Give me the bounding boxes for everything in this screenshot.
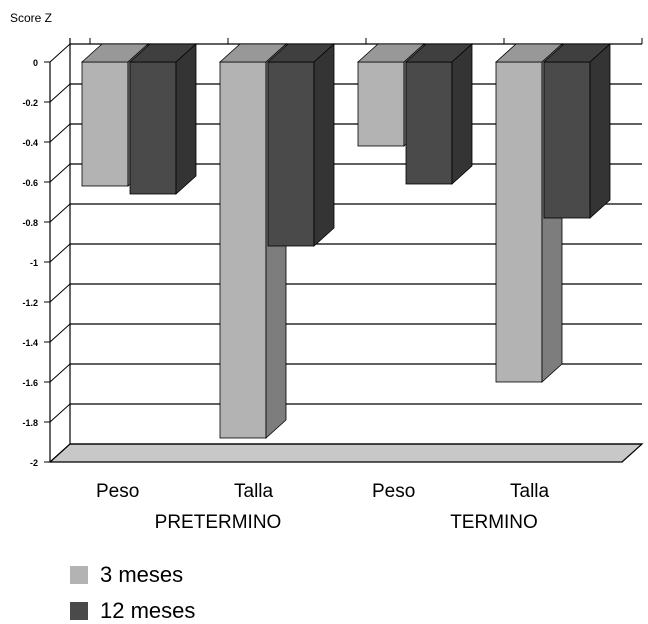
bar [220, 62, 266, 438]
gridline-depth [50, 124, 70, 142]
legend-swatch-3-meses [70, 566, 88, 584]
floor-plane [50, 444, 642, 462]
y-tick-label: -0.2 [22, 98, 38, 108]
bar-side [452, 44, 472, 184]
y-tick-label: -0.8 [22, 218, 38, 228]
gridline-depth [50, 324, 70, 342]
y-tick-label: -2 [30, 458, 38, 468]
category-label: Peso [96, 481, 139, 502]
gridline-depth [50, 404, 70, 422]
group-label: PRETERMINO [155, 512, 282, 533]
y-tick-label: -0.4 [22, 138, 38, 148]
y-tick-label: -1 [30, 258, 38, 268]
gridline-depth [50, 364, 70, 382]
gridline-depth [50, 164, 70, 182]
bar [544, 62, 590, 218]
category-labels: Peso Talla Peso Talla PRETERMINO TERMINO [96, 481, 550, 533]
gridline-depth [50, 44, 70, 62]
category-label: Talla [510, 481, 550, 502]
bars [82, 44, 610, 438]
y-tick-label: -1.8 [22, 418, 38, 428]
legend-item-12-meses: 12 meses [70, 598, 195, 624]
y-tick-labels: 0 -0.2 -0.4 -0.6 -0.8 -1 -1.2 -1.4 -1.6 -1.8 -2 [22, 58, 38, 468]
gridline-depth [50, 204, 70, 222]
y-tick-label: 0 [33, 58, 38, 68]
bar [496, 62, 542, 382]
y-tick-label: -1.6 [22, 378, 38, 388]
legend-label-3-meses: 3 meses [100, 562, 183, 588]
bar-side [314, 44, 334, 246]
gridline-depth [50, 244, 70, 262]
chart-floor [50, 444, 642, 462]
legend-label-12-meses: 12 meses [100, 598, 195, 624]
bar [130, 62, 176, 194]
bar-chart: 0 -0.2 -0.4 -0.6 -0.8 -1 -1.2 -1.4 -1.6 -1.8 -2 Pe… [0, 0, 648, 560]
bar-side [590, 44, 610, 218]
bar [406, 62, 452, 184]
y-axis-label: Score Z [10, 11, 52, 25]
bar [358, 62, 404, 146]
y-tick-label: -1.2 [22, 298, 38, 308]
bar [268, 62, 314, 246]
bar [82, 62, 128, 186]
gridline-depth [50, 284, 70, 302]
gridline-depth [50, 84, 70, 102]
category-label: Talla [234, 481, 274, 502]
y-tick-label: -0.6 [22, 178, 38, 188]
y-tick-label: -1.4 [22, 338, 38, 348]
bar-side [176, 44, 196, 194]
legend-item-3-meses: 3 meses [70, 562, 183, 588]
legend-swatch-12-meses [70, 602, 88, 620]
group-label: TERMINO [450, 512, 538, 533]
category-label: Peso [372, 481, 415, 502]
